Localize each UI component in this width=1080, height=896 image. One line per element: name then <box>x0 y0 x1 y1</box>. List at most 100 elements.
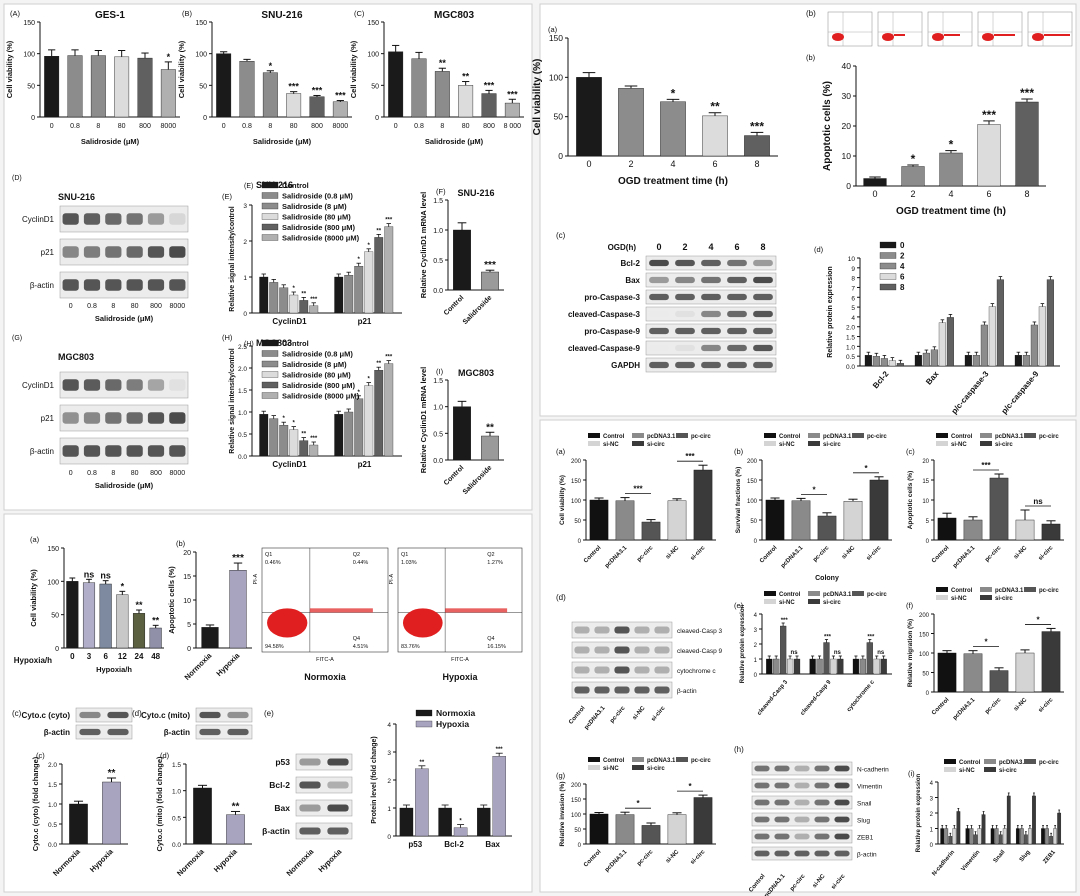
y-axis-label: Cell viability (%) <box>5 40 14 98</box>
blot-band <box>834 799 850 806</box>
chart-title: GES-1 <box>95 10 125 21</box>
y-axis-label: Relative CyclinD1 mRNA level <box>419 367 428 473</box>
quadrant-value: 0.46% <box>265 560 281 566</box>
bar <box>332 101 348 118</box>
bar <box>82 582 96 649</box>
panel-letter: (e) <box>734 601 744 610</box>
blot-band <box>753 344 773 352</box>
blot-band <box>834 782 850 789</box>
bar <box>922 352 930 367</box>
significance-label: * <box>671 86 676 100</box>
blot-lane-label: 800 <box>150 470 162 477</box>
bar <box>1049 836 1053 845</box>
bar <box>641 521 661 541</box>
y-tick-label: 100 <box>549 72 563 82</box>
bar <box>289 294 299 314</box>
blot-strip <box>75 724 133 740</box>
legend-swatch <box>261 213 279 220</box>
bar <box>262 72 278 118</box>
legend-entry: pc-circ <box>691 434 711 440</box>
bar <box>823 642 830 675</box>
legend-swatch <box>261 202 279 210</box>
panel-letter: (D) <box>12 175 22 182</box>
bar <box>458 85 474 118</box>
x-axis-label: Salidroside (μM) <box>425 137 484 146</box>
blot-lane-label: 8 <box>760 242 765 252</box>
blot-band <box>147 445 165 457</box>
bar <box>977 124 1001 187</box>
legend-entry: si-circ <box>823 442 841 448</box>
legend-entry: Control <box>282 339 309 348</box>
bar <box>299 300 309 314</box>
bar <box>132 613 146 649</box>
bar <box>990 828 995 845</box>
legend-entry: Control <box>779 592 801 598</box>
bar <box>66 581 79 649</box>
y-tick-label: 0 <box>375 115 379 122</box>
blot-row-label: Bax <box>274 803 290 813</box>
blot-row-label: cleaved-Caspase-3 <box>568 310 641 319</box>
bar <box>938 322 946 367</box>
significance-label: * <box>167 52 171 62</box>
quadrant-label: Q1 <box>265 552 272 558</box>
blot-band <box>594 686 610 694</box>
y-axis-label: Cell viability (%) <box>29 569 38 627</box>
legend-entry: si-NC <box>951 442 967 448</box>
y-tick-label: 7 <box>851 285 855 292</box>
blot-lane-label: 0.8 <box>87 470 97 477</box>
y-tick-label: 0.5 <box>846 354 855 361</box>
bar <box>415 768 429 837</box>
legend-swatch <box>936 587 948 592</box>
blot-band <box>105 379 122 391</box>
significance-label: ** <box>486 422 494 433</box>
x-tick-label: 0 <box>394 123 398 130</box>
blot-band <box>675 361 695 369</box>
blot-band <box>814 799 830 806</box>
y-tick-label: 0 <box>578 843 582 849</box>
blot-lane-label: 8 <box>111 303 115 310</box>
panel-letter: (G) <box>12 335 22 342</box>
blot-band <box>299 781 321 789</box>
blot-band <box>675 327 695 335</box>
blot-row-label: Bcl-2 <box>269 780 290 790</box>
legend-swatch <box>632 441 644 446</box>
bar <box>309 305 319 314</box>
legend-entry: pc-circ <box>1039 588 1059 594</box>
blot-row-label: N-cadherin <box>857 767 889 774</box>
blot-band <box>126 379 143 391</box>
bar <box>956 811 961 845</box>
blot-row-label: cytochrome c <box>677 668 716 675</box>
y-axis-label: Apoptotic cells (%) <box>822 81 833 171</box>
bar <box>693 469 713 541</box>
panel-letter: (F) <box>436 187 446 196</box>
significance-label: * <box>368 377 371 383</box>
significance-label: *** <box>335 91 346 101</box>
blot-band <box>814 782 830 789</box>
bar <box>1038 306 1046 367</box>
chart-ogd-apoptosis: 0 10 20 30 40 0 * 2 * 4 *** 6 *** 8 Apoptotic cells (%… <box>806 53 1046 217</box>
significance-label: *** <box>824 635 832 641</box>
legend-swatch <box>415 720 433 728</box>
legend: Control pcDNA3.1 pc-circ si-NC si-circ <box>936 587 1059 602</box>
bar <box>229 570 247 649</box>
bar <box>773 658 780 675</box>
y-tick-label: 100 <box>571 499 582 505</box>
legend-swatch <box>632 433 644 438</box>
y-axis-label: Cyto.c (cyto) (fold change) <box>31 756 40 851</box>
y-tick-label: 0 <box>243 311 247 318</box>
panel-letter: (E) <box>244 183 253 190</box>
blot-band <box>701 361 721 369</box>
blot-band <box>79 711 101 719</box>
quadrant-label: Q1 <box>401 552 408 558</box>
x-tick-label: 8000 <box>161 123 177 130</box>
y-tick-label: 1 <box>387 806 391 813</box>
bar <box>149 627 162 649</box>
bar <box>859 658 866 675</box>
legend-entry: pc-circ <box>867 592 887 598</box>
legend: Control pcDNA3.1 pc-circ si-NC si-circ <box>764 433 887 448</box>
blot-row-label: cleaved-Caspase-9 <box>568 344 641 353</box>
bar <box>998 834 1003 845</box>
chart-mgc803-protein: 0.00.51.01.52.02.5*******CyclinD1*******… <box>222 333 402 469</box>
